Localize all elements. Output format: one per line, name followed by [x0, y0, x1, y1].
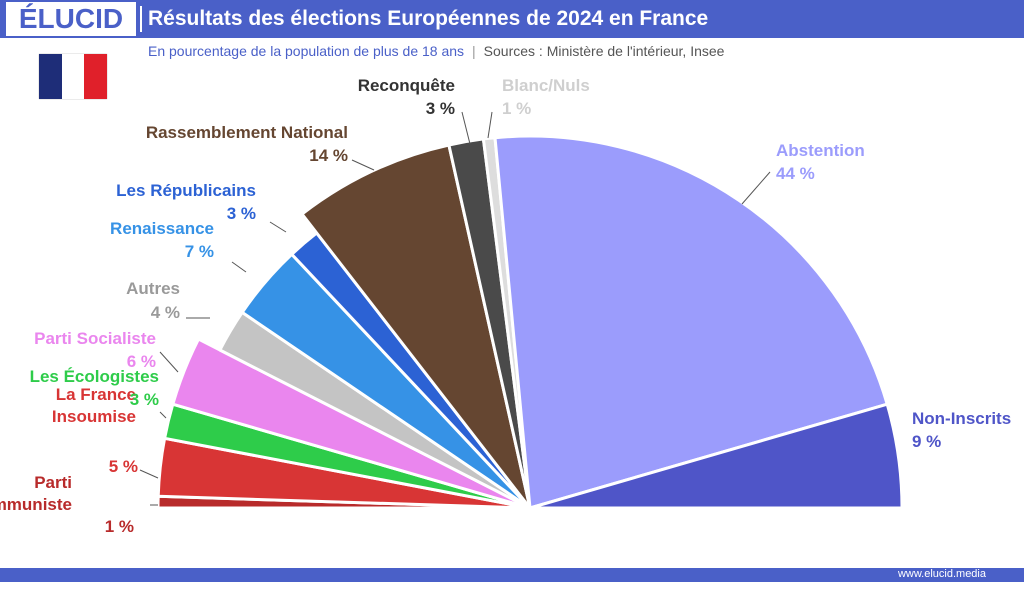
slice-label-abstention: Abstention — [776, 141, 865, 160]
slice-value-autres: 4 % — [151, 303, 180, 322]
slice-value-eco: 3 % — [130, 390, 159, 409]
leader-line-lr — [269, 221, 287, 233]
leader-line-ren — [231, 261, 247, 273]
flag-white-band — [61, 54, 85, 99]
slice-value-non-inscrits: 9 % — [912, 432, 941, 451]
slice-value-ren: 7 % — [185, 242, 214, 261]
page-title: Résultats des élections Européennes de 2… — [148, 7, 709, 30]
slice-label-reconquete: Reconquête — [358, 76, 455, 95]
leader-line-eco — [159, 411, 167, 419]
brand-logo[interactable]: ÉLUCID — [6, 2, 136, 36]
flag-red-band — [84, 54, 108, 99]
slice-label-pc: PartiCommuniste — [0, 473, 72, 514]
slice-label-autres: Autres — [126, 279, 180, 298]
subtitle: En pourcentage de la population de plus … — [148, 43, 724, 59]
slice-value-ps: 6 % — [127, 352, 156, 371]
slice-label-ps: Parti Socialiste — [34, 329, 156, 348]
flag-blue-band — [39, 54, 62, 99]
leader-line-rn — [351, 159, 375, 171]
slice-label-rn: Rassemblement National — [146, 123, 348, 142]
leader-line-reconquete — [461, 111, 471, 145]
slice-label-ren: Renaissance — [110, 219, 214, 238]
footer-bar — [0, 568, 1024, 582]
title-divider — [140, 6, 142, 32]
slice-label-eco: Les Écologistes — [30, 367, 159, 386]
pie-slice-abstention[interactable] — [493, 134, 889, 510]
slice-value-lfi: 5 % — [109, 457, 138, 476]
leader-line-lfi — [139, 469, 159, 479]
subtitle-text: En pourcentage de la population de plus … — [148, 43, 465, 59]
subtitle-separator: | — [472, 43, 476, 59]
pie-slice-non-inscrits[interactable] — [528, 402, 904, 510]
slice-label-lr: Les Républicains — [116, 181, 256, 200]
slice-label-blanc: Blanc/Nuls — [502, 76, 590, 95]
slice-value-reconquete: 3 % — [426, 99, 455, 118]
france-flag-icon — [39, 54, 108, 99]
pie-slice-rn[interactable] — [300, 143, 532, 510]
leader-line-blanc — [487, 111, 493, 139]
slice-label-lfi: La France Insoumise — [52, 385, 136, 426]
slice-label-non-inscrits: Non-Inscrits — [912, 409, 1011, 428]
leader-line-abstention — [741, 171, 771, 205]
slice-value-pc: 1 % — [105, 517, 134, 536]
header-bar — [0, 0, 1024, 38]
slice-value-abstention: 44 % — [776, 164, 815, 183]
slice-value-lr: 3 % — [227, 204, 256, 223]
sources-text: Sources : Ministère de l'intérieur, Inse… — [483, 43, 725, 59]
footer-url[interactable]: www.elucid.media — [897, 568, 986, 580]
pie-slice-ps[interactable] — [171, 337, 532, 510]
slice-value-blanc: 1 % — [502, 99, 531, 118]
slice-value-rn: 14 % — [309, 146, 348, 165]
leader-line-ps — [159, 351, 179, 373]
